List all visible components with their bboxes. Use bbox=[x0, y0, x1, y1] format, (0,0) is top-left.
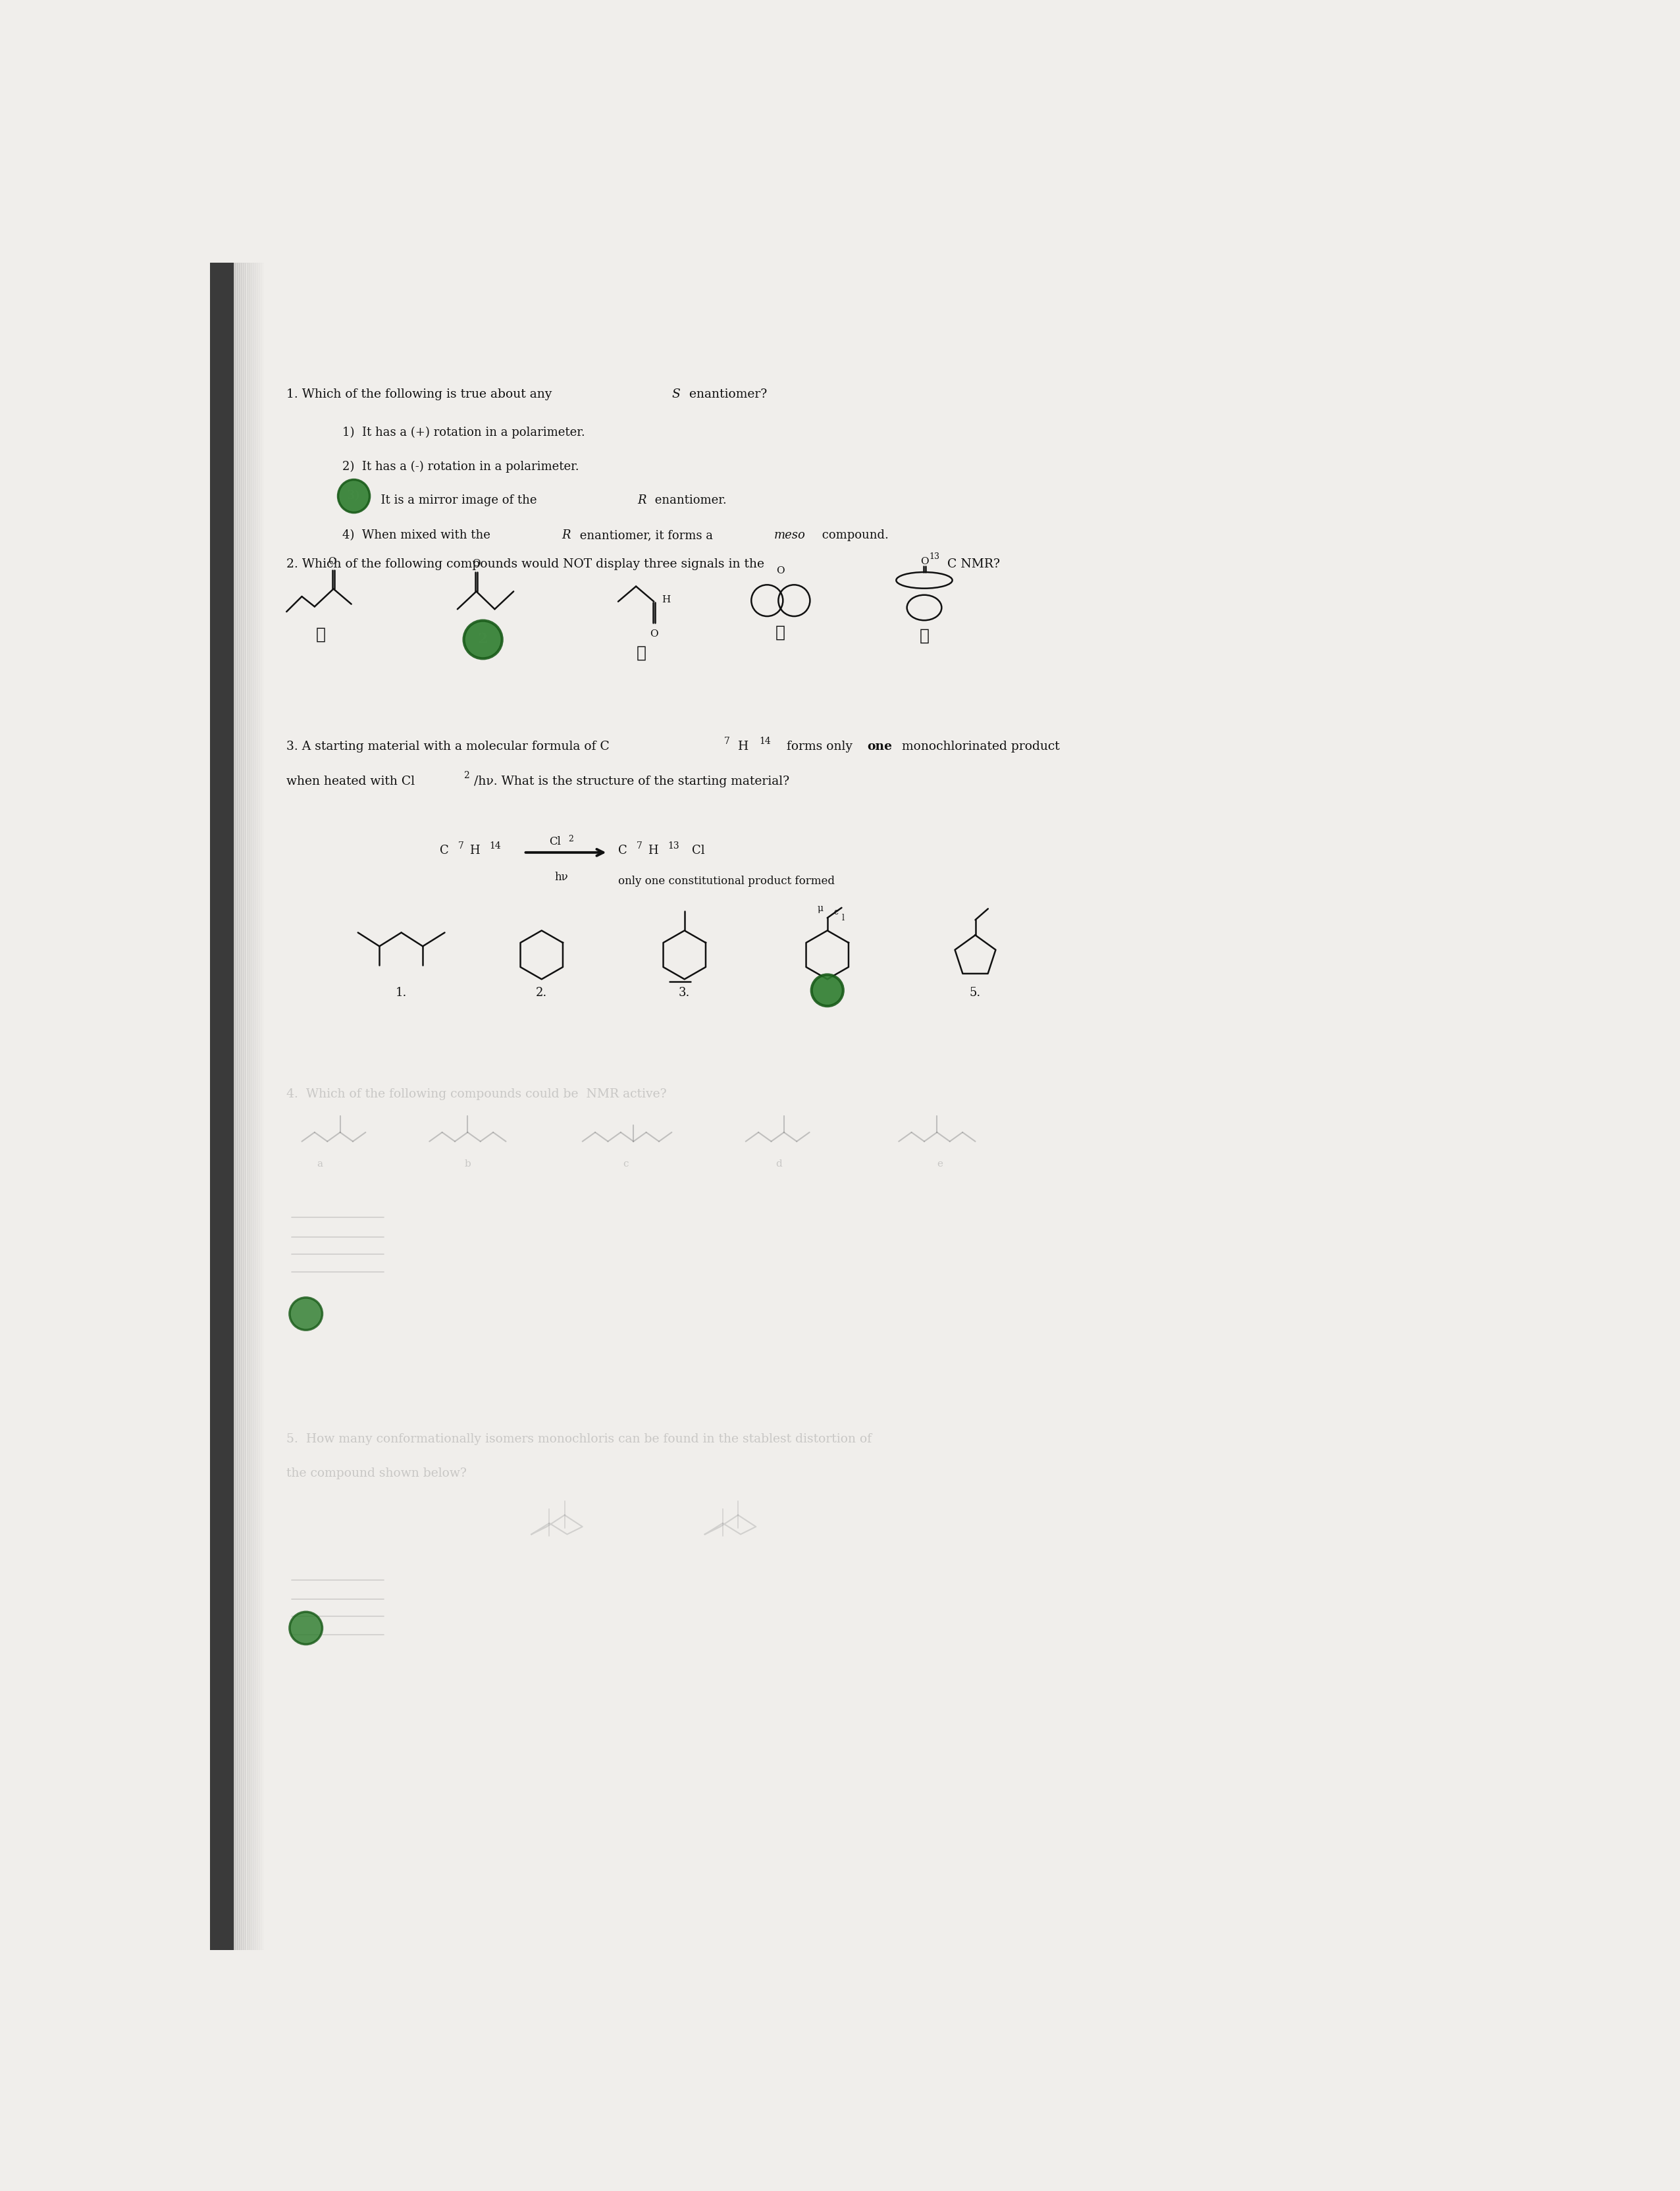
Text: enantiomer?: enantiomer? bbox=[685, 388, 768, 401]
Bar bbox=[234, 263, 235, 1950]
Text: l: l bbox=[842, 914, 845, 922]
Text: O: O bbox=[650, 629, 659, 638]
Text: 4)  When mixed with the: 4) When mixed with the bbox=[343, 530, 494, 541]
Text: 1)  It has a (+) rotation in a polarimeter.: 1) It has a (+) rotation in a polarimete… bbox=[343, 427, 585, 438]
Text: 2: 2 bbox=[568, 835, 573, 844]
Text: /hν. What is the structure of the starting material?: /hν. What is the structure of the starti… bbox=[474, 776, 790, 787]
Text: 5.  How many conformationally isomers monochloris can be found in the stablest d: 5. How many conformationally isomers mon… bbox=[287, 1433, 872, 1444]
Text: 14: 14 bbox=[489, 841, 501, 850]
Bar bbox=[259, 263, 262, 1950]
Bar bbox=[257, 263, 259, 1950]
Text: 2. Which of the following compounds would NOT display three signals in the: 2. Which of the following compounds woul… bbox=[287, 559, 768, 570]
Text: 7: 7 bbox=[459, 841, 464, 850]
Text: 2.: 2. bbox=[536, 986, 548, 999]
Ellipse shape bbox=[464, 620, 502, 659]
Text: C: C bbox=[440, 846, 449, 857]
Text: 5.: 5. bbox=[969, 986, 981, 999]
Text: H: H bbox=[738, 741, 749, 754]
Text: 2)  It has a (-) rotation in a polarimeter.: 2) It has a (-) rotation in a polarimete… bbox=[343, 460, 580, 473]
Text: ✕: ✕ bbox=[776, 624, 785, 640]
Bar bbox=[255, 263, 257, 1950]
Text: S: S bbox=[672, 388, 680, 401]
Text: only one constitutional product formed: only one constitutional product formed bbox=[618, 874, 835, 887]
Text: enantiomer, it forms a: enantiomer, it forms a bbox=[576, 530, 716, 541]
Text: 13: 13 bbox=[929, 552, 939, 561]
Text: one: one bbox=[867, 741, 892, 754]
Text: a: a bbox=[318, 1159, 323, 1168]
Bar bbox=[252, 263, 254, 1950]
Text: ✕: ✕ bbox=[316, 627, 326, 642]
Circle shape bbox=[289, 1613, 323, 1643]
Text: O: O bbox=[472, 559, 480, 567]
Ellipse shape bbox=[811, 975, 843, 1006]
Text: enantiomer.: enantiomer. bbox=[652, 495, 727, 506]
Text: 2: 2 bbox=[477, 633, 489, 646]
Text: the compound shown below?: the compound shown below? bbox=[287, 1468, 467, 1479]
Text: meso: meso bbox=[774, 530, 805, 541]
Text: c: c bbox=[833, 907, 838, 916]
Bar bbox=[262, 263, 264, 1950]
Text: C NMR?: C NMR? bbox=[948, 559, 1000, 570]
Text: H: H bbox=[469, 846, 479, 857]
Bar bbox=[254, 263, 255, 1950]
Bar bbox=[237, 263, 239, 1950]
Text: 3.: 3. bbox=[679, 986, 690, 999]
Text: ✕: ✕ bbox=[919, 629, 929, 644]
Text: 1.: 1. bbox=[395, 986, 407, 999]
Text: R: R bbox=[563, 530, 571, 541]
Text: 3): 3) bbox=[348, 491, 361, 502]
Text: d: d bbox=[776, 1159, 783, 1168]
Bar bbox=[249, 263, 252, 1950]
Bar bbox=[247, 263, 249, 1950]
Bar bbox=[235, 263, 237, 1950]
Text: H: H bbox=[648, 846, 659, 857]
Bar bbox=[244, 263, 245, 1950]
Text: 2: 2 bbox=[464, 771, 469, 780]
Ellipse shape bbox=[338, 480, 370, 513]
Bar bbox=[245, 263, 247, 1950]
Text: O: O bbox=[921, 557, 929, 565]
Text: compound.: compound. bbox=[818, 530, 889, 541]
Text: C: C bbox=[618, 846, 627, 857]
Text: Cl: Cl bbox=[549, 837, 561, 848]
Bar bbox=[242, 263, 244, 1950]
Text: e: e bbox=[937, 1159, 942, 1168]
Text: ✕: ✕ bbox=[637, 646, 647, 662]
Text: forms only: forms only bbox=[783, 741, 857, 754]
Text: H: H bbox=[662, 596, 670, 605]
Text: 1. Which of the following is true about any: 1. Which of the following is true about … bbox=[287, 388, 556, 401]
Text: 14: 14 bbox=[759, 736, 771, 745]
Text: 4.  Which of the following compounds could be  NMR active?: 4. Which of the following compounds coul… bbox=[287, 1089, 667, 1100]
Circle shape bbox=[289, 1297, 323, 1330]
Bar bbox=[210, 263, 234, 1950]
Text: 13: 13 bbox=[667, 841, 679, 850]
Text: c: c bbox=[623, 1159, 628, 1168]
Text: 7: 7 bbox=[637, 841, 642, 850]
Text: 7: 7 bbox=[724, 736, 731, 745]
Text: O: O bbox=[776, 565, 785, 576]
Text: monochlorinated product: monochlorinated product bbox=[897, 741, 1060, 754]
Text: It is a mirror image of the: It is a mirror image of the bbox=[373, 495, 541, 506]
Text: μ: μ bbox=[816, 905, 823, 914]
Text: Cl: Cl bbox=[692, 846, 706, 857]
Text: 3. A starting material with a molecular formula of C: 3. A starting material with a molecular … bbox=[287, 741, 610, 754]
Text: O: O bbox=[328, 557, 336, 565]
Text: hν: hν bbox=[554, 872, 568, 883]
Bar bbox=[239, 263, 242, 1950]
Text: when heated with Cl: when heated with Cl bbox=[287, 776, 415, 787]
Text: b: b bbox=[464, 1159, 470, 1168]
Text: R: R bbox=[637, 495, 647, 506]
